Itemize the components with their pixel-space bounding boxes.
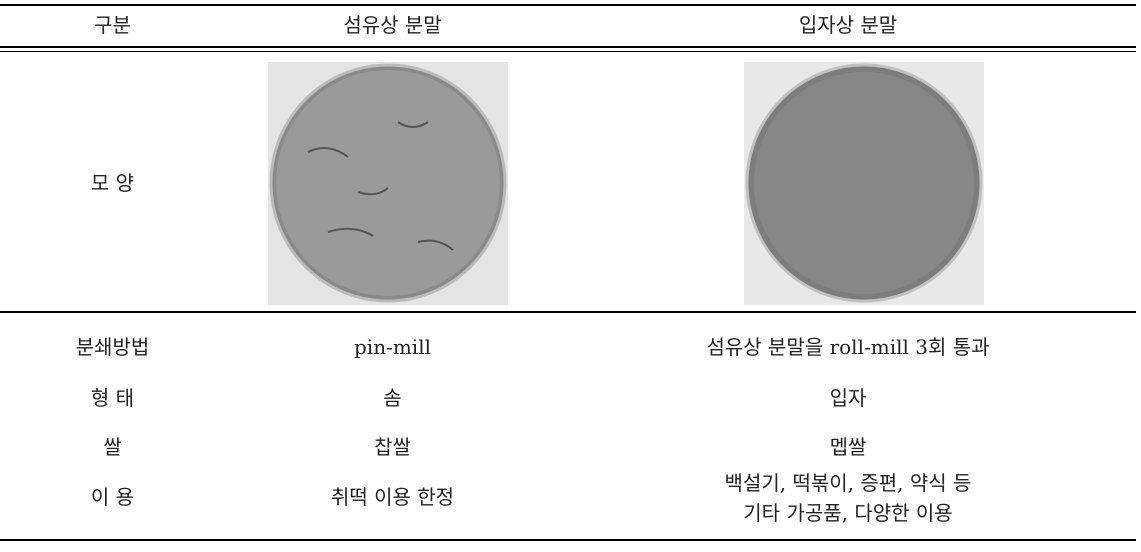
- row-label: 형 태: [90, 386, 135, 410]
- row-label: 분쇄방법: [75, 335, 150, 359]
- cell-line: 기타 가공품, 다양한 이용: [743, 501, 953, 525]
- row-label: 이 용: [90, 485, 135, 509]
- header-cell: 구분: [94, 13, 131, 37]
- cell: 섬유상 분말을 roll-mill 3회 통과: [706, 335, 990, 359]
- granular-powder-photo: [744, 62, 984, 305]
- row-label: 쌀: [103, 435, 122, 459]
- row-label: 모 양: [90, 171, 135, 195]
- body-rule: [0, 311, 1136, 313]
- fibrous-powder-photo: [268, 62, 508, 305]
- header-rule: [0, 51, 1136, 52]
- cell: 입자: [829, 386, 867, 410]
- cell: 솜: [383, 386, 402, 410]
- header-cell: 입자상 분말: [798, 13, 898, 37]
- top-rule: [0, 4, 1136, 6]
- header-cell: 섬유상 분말: [343, 13, 442, 37]
- cell: 취떡 이용 한정: [330, 485, 455, 509]
- cell-line: 백설기, 떡볶이, 증편, 약식 등: [724, 471, 972, 495]
- bottom-rule: [0, 539, 1136, 541]
- header-rule: [0, 46, 1136, 48]
- cell: 멥쌀: [829, 435, 867, 459]
- cell: pin-mill: [354, 335, 431, 359]
- cell: 찹쌀: [374, 435, 411, 459]
